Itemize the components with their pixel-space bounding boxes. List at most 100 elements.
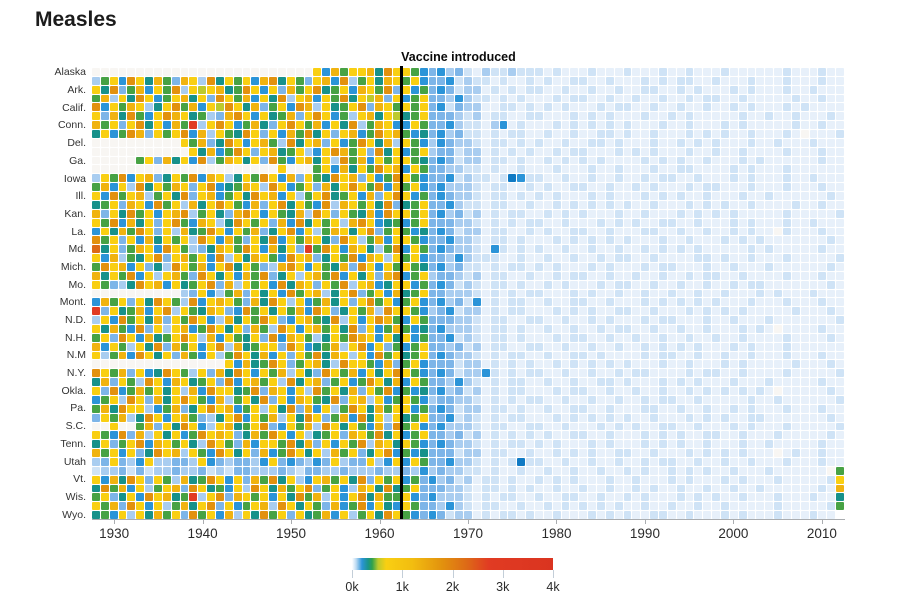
heatmap-cell: [233, 262, 242, 271]
heatmap-cell: [782, 387, 791, 395]
heatmap-cell: [632, 484, 641, 493]
heatmap-cell: [490, 209, 499, 218]
heatmap-cell: [720, 502, 729, 511]
heatmap-cell: [481, 236, 490, 245]
heatmap-cell: [251, 200, 260, 209]
heatmap-cell: [366, 183, 375, 192]
heatmap-cell: [667, 493, 676, 502]
legend-tick-label: 0k: [345, 580, 359, 594]
heatmap-cell: [348, 121, 357, 130]
heatmap-cell: [499, 218, 508, 227]
heatmap-cell: [233, 333, 242, 342]
heatmap-cell: [747, 236, 756, 245]
heatmap-cell: [154, 209, 162, 218]
heatmap-cell: [216, 85, 224, 94]
heatmap-cell: [295, 298, 304, 307]
heatmap-cell: [419, 502, 428, 511]
heatmap-cell: [216, 147, 224, 156]
heatmap-cell: [154, 431, 162, 440]
heatmap-cell: [428, 147, 437, 156]
heatmap-cell: [260, 422, 269, 431]
heatmap-cell: [198, 404, 207, 413]
heatmap-cell: [508, 192, 517, 200]
heatmap-cell: [756, 360, 765, 369]
heatmap-cell: [800, 218, 809, 227]
heatmap-cell: [800, 138, 809, 147]
heatmap-cell: [632, 262, 641, 271]
heatmap-cell: [127, 121, 136, 130]
heatmap-cell: [357, 502, 366, 511]
heatmap-cell: [419, 484, 428, 493]
heatmap-cell: [490, 227, 499, 236]
heatmap-cell: [552, 378, 561, 387]
heatmap-cell: [402, 76, 410, 85]
heatmap-cell: [517, 112, 526, 121]
heatmap-cell: [154, 484, 162, 493]
heatmap-cell: [774, 183, 782, 192]
heatmap-cell: [579, 147, 588, 156]
heatmap-cell: [694, 422, 703, 431]
heatmap-cell: [605, 236, 614, 245]
heatmap-cell: [331, 209, 340, 218]
heatmap-cell: [650, 289, 658, 298]
heatmap-cell: [189, 218, 198, 227]
x-axis-tick-label: 2000: [718, 526, 749, 541]
heatmap-cell: [207, 475, 216, 484]
heatmap-cell: [658, 85, 667, 94]
heatmap-cell: [127, 236, 136, 245]
heatmap-cell: [171, 165, 180, 174]
heatmap-cell: [145, 94, 153, 103]
heatmap-cell: [481, 307, 490, 316]
heatmap-cell: [198, 351, 207, 360]
heatmap-cell: [224, 262, 233, 271]
heatmap-cell: [579, 449, 588, 457]
heatmap-cell: [384, 484, 393, 493]
heatmap-cell: [313, 351, 322, 360]
heatmap-cell: [295, 245, 304, 254]
heatmap-cell: [632, 280, 641, 289]
heatmap-cell: [100, 404, 109, 413]
heatmap-cell: [313, 68, 322, 76]
heatmap-cell: [410, 466, 419, 475]
heatmap-cell: [393, 130, 402, 138]
heatmap-cell: [747, 227, 756, 236]
heatmap-cell: [827, 103, 836, 112]
heatmap-cell: [127, 511, 136, 519]
heatmap-cell: [154, 502, 162, 511]
heatmap-cell: [703, 262, 712, 271]
heatmap-cell: [499, 174, 508, 183]
heatmap-cell: [446, 227, 455, 236]
heatmap-cell: [278, 298, 286, 307]
heatmap-cell: [818, 404, 827, 413]
heatmap-cell: [393, 351, 402, 360]
heatmap-cell: [490, 174, 499, 183]
heatmap-cell: [322, 209, 331, 218]
heatmap-cell: [331, 422, 340, 431]
heatmap-cell: [596, 325, 605, 333]
heatmap-cell: [552, 404, 561, 413]
heatmap-cell: [384, 502, 393, 511]
heatmap-cell: [472, 351, 481, 360]
heatmap-cell: [809, 156, 818, 165]
heatmap-cell: [729, 333, 738, 342]
heatmap-cell: [694, 245, 703, 254]
heatmap-cell: [508, 236, 517, 245]
heatmap-cell: [216, 502, 224, 511]
heatmap-cell: [791, 307, 800, 316]
heatmap-cell: [481, 245, 490, 254]
heatmap-cell: [428, 316, 437, 325]
heatmap-cell: [632, 156, 641, 165]
heatmap-cell: [579, 307, 588, 316]
heatmap-cell: [224, 289, 233, 298]
heatmap-cell: [818, 378, 827, 387]
heatmap-cell: [295, 493, 304, 502]
heatmap-cell: [667, 378, 676, 387]
heatmap-cell: [517, 68, 526, 76]
heatmap-cell: [472, 298, 481, 307]
heatmap-cell: [162, 209, 171, 218]
x-axis-tick-label: 1990: [629, 526, 660, 541]
heatmap-cell: [836, 475, 844, 484]
heatmap-cell: [517, 156, 526, 165]
heatmap-cell: [685, 138, 694, 147]
heatmap-cell: [623, 342, 632, 351]
